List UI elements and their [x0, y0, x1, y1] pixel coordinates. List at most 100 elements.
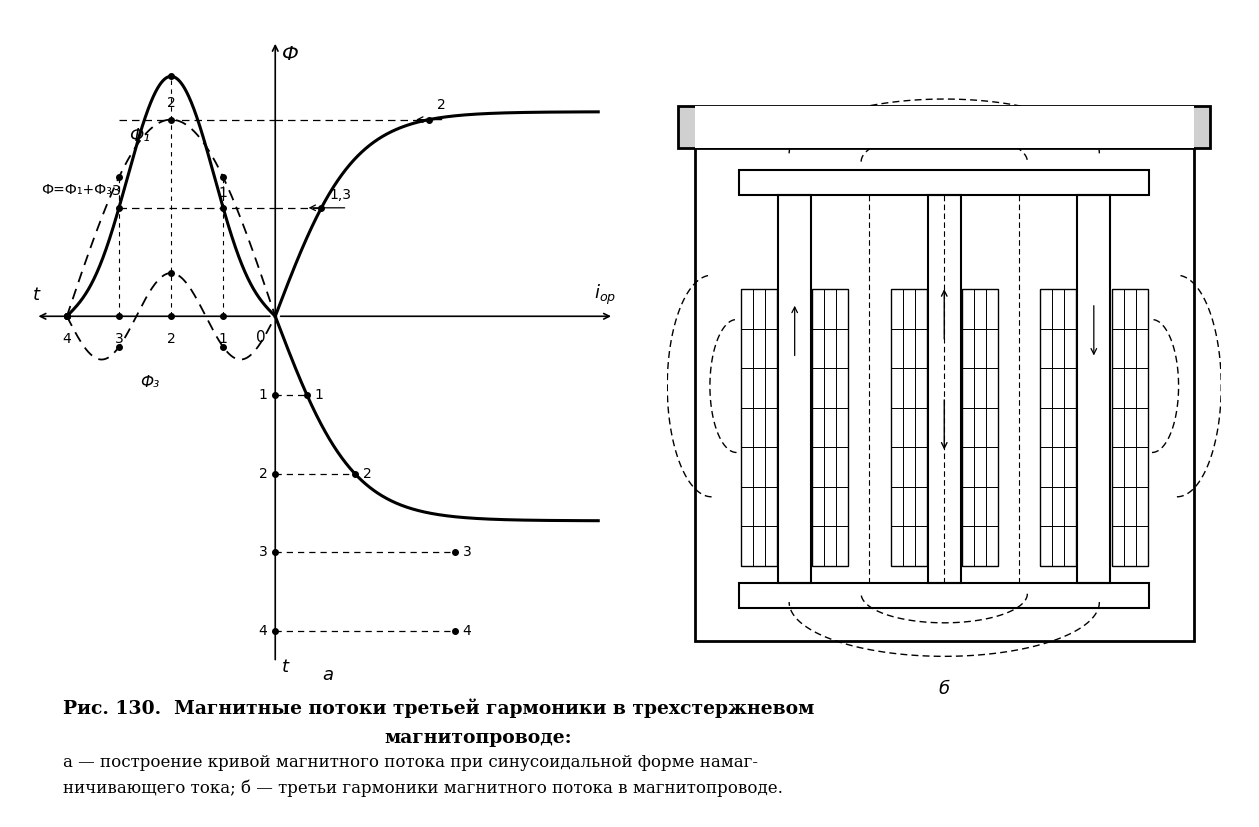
Bar [1112, 289, 1147, 566]
Bar [890, 447, 903, 487]
Bar [1053, 487, 1064, 527]
Bar [742, 487, 753, 527]
Bar [1112, 289, 1123, 328]
Text: 3: 3 [112, 184, 121, 198]
Bar [825, 368, 836, 408]
Bar [742, 328, 753, 368]
Bar [1040, 289, 1076, 566]
Bar [753, 328, 765, 368]
Bar [812, 447, 825, 487]
Bar [903, 289, 914, 328]
Bar [1064, 408, 1076, 447]
Bar [1136, 368, 1147, 408]
Bar [836, 408, 849, 447]
Bar [1064, 447, 1076, 487]
Text: 2: 2 [166, 96, 175, 110]
Bar [1040, 408, 1053, 447]
Bar [1136, 487, 1147, 527]
Bar [753, 408, 765, 447]
Text: ничивающего тока; б — третьи гармоники магнитного потока в магнитопроводе.: ничивающего тока; б — третьи гармоники м… [63, 779, 783, 796]
Bar [1053, 368, 1064, 408]
Bar [962, 527, 974, 566]
Bar [1112, 527, 1123, 566]
Bar [1123, 487, 1136, 527]
Bar [1064, 328, 1076, 368]
Bar [986, 487, 998, 527]
Bar [1064, 368, 1076, 408]
Bar [739, 583, 1149, 608]
Bar [903, 527, 914, 566]
Bar [765, 408, 777, 447]
Text: Рис. 130.  Магнитные потоки третьей гармоники в трехстержневом: Рис. 130. Магнитные потоки третьей гармо… [63, 699, 815, 719]
Bar [812, 289, 849, 566]
Text: 2: 2 [258, 466, 267, 480]
Bar [836, 447, 849, 487]
Bar [1040, 527, 1053, 566]
Text: 1: 1 [219, 332, 228, 346]
Bar [986, 328, 998, 368]
Bar [1112, 447, 1123, 487]
Bar [914, 328, 927, 368]
Bar [986, 368, 998, 408]
Bar [753, 447, 765, 487]
Bar [1112, 487, 1123, 527]
Bar [812, 487, 825, 527]
Bar [974, 289, 986, 328]
Bar [974, 328, 986, 368]
Text: магнитопроводе:: магнитопроводе: [384, 729, 573, 748]
Text: 4: 4 [462, 624, 471, 638]
Bar [928, 195, 961, 583]
Bar [825, 289, 836, 328]
Bar [765, 328, 777, 368]
Bar [695, 106, 1194, 148]
Bar [765, 447, 777, 487]
Bar [1123, 408, 1136, 447]
Bar [962, 447, 974, 487]
Text: Ф=Ф₁+Ф₃: Ф=Ф₁+Ф₃ [40, 184, 112, 198]
Bar [836, 368, 849, 408]
Bar [914, 289, 927, 328]
Text: 1,3: 1,3 [329, 188, 351, 202]
Bar [765, 527, 777, 566]
Bar [974, 368, 986, 408]
Text: 4: 4 [258, 624, 267, 638]
Bar [903, 328, 914, 368]
Bar [1136, 408, 1147, 447]
Text: а: а [322, 667, 332, 684]
Bar [914, 447, 927, 487]
Text: 2: 2 [437, 98, 446, 112]
Bar [1040, 289, 1053, 328]
Bar [812, 408, 825, 447]
Bar [753, 289, 765, 328]
Bar [1053, 328, 1064, 368]
Text: 1: 1 [258, 388, 267, 402]
Bar [1123, 328, 1136, 368]
Bar [753, 368, 765, 408]
Text: 1: 1 [315, 388, 324, 402]
Bar [986, 527, 998, 566]
Bar [1040, 328, 1053, 368]
Bar [753, 487, 765, 527]
Bar [1078, 195, 1110, 583]
Bar [742, 408, 753, 447]
Bar [812, 368, 825, 408]
Bar [974, 447, 986, 487]
Bar [914, 487, 927, 527]
Bar [914, 527, 927, 566]
Text: 1: 1 [219, 186, 228, 200]
Bar [1123, 527, 1136, 566]
Bar [962, 368, 974, 408]
Text: б: б [939, 680, 949, 698]
Bar [765, 289, 777, 328]
Bar [1064, 527, 1076, 566]
Bar [890, 289, 927, 566]
Bar [1064, 289, 1076, 328]
Text: Ф₁: Ф₁ [130, 127, 150, 146]
Bar [1123, 368, 1136, 408]
Bar [974, 527, 986, 566]
Bar [962, 328, 974, 368]
Bar [890, 289, 903, 328]
Bar [1053, 289, 1064, 328]
Bar [1040, 487, 1053, 527]
Text: 3: 3 [115, 332, 123, 346]
